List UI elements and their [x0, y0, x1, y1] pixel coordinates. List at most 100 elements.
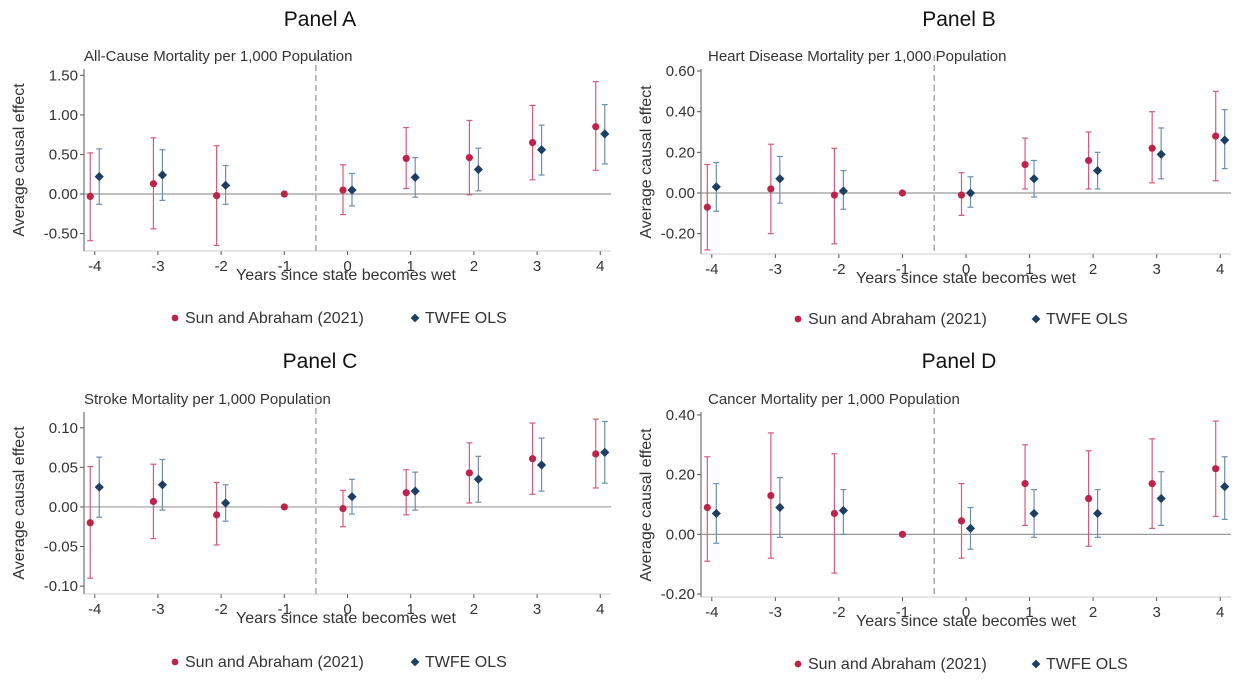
twfe-ols-point [1029, 508, 1039, 519]
twfe-ols-point [347, 492, 357, 502]
x-tick-label: -3 [151, 258, 164, 275]
x-tick-label: 3 [1152, 604, 1160, 621]
x-tick-label: 1 [407, 258, 415, 275]
legend-sun-abraham-label: Sun and Abraham (2021) [808, 311, 987, 328]
x-tick-label: -4 [88, 601, 101, 618]
legend-sun-abraham-label: Sun and Abraham (2021) [808, 656, 987, 673]
sun-abraham-point [465, 469, 473, 477]
x-tick-label: -2 [832, 261, 845, 278]
legend-twfe-marker [410, 657, 420, 667]
x-axis-label: Years since state becomes wet [236, 267, 457, 284]
x-tick-label: 2 [470, 601, 478, 618]
x-tick-label: -1 [896, 261, 909, 278]
x-tick-label: 4 [596, 258, 604, 275]
legend-sun-abraham-label: Sun and Abraham (2021) [185, 310, 364, 327]
x-tick-label: -3 [769, 261, 782, 278]
x-tick-label: 2 [1089, 604, 1097, 621]
sun-abraham-point [830, 191, 839, 199]
sun-abraham-point [703, 203, 711, 211]
y-tick-label: 0.50 [49, 146, 78, 163]
twfe-ols-point [410, 172, 420, 183]
panel-d: Panel D Cancer Mortality per 1,000 Popula… [638, 350, 1231, 673]
legend-sun-abraham-marker [794, 315, 802, 323]
x-tick-label: 0 [962, 604, 970, 621]
twfe-ols-point [1156, 493, 1166, 504]
x-tick-label: -2 [832, 604, 845, 621]
sun-abraham-point [767, 491, 775, 500]
twfe-ols-point [1220, 481, 1230, 492]
panel-a: Panel A All-Cause Mortality per 1,000 Pop… [11, 8, 611, 327]
legend-sun-abraham-marker [171, 658, 179, 666]
twfe-ols-point [775, 502, 785, 513]
twfe-ols-point [1220, 135, 1230, 145]
legend-twfe-label: TWFE OLS [425, 310, 507, 327]
panel-label: Panel C [283, 350, 358, 373]
x-tick-label: 4 [1216, 604, 1224, 621]
x-tick-label: -4 [88, 258, 101, 275]
twfe-ols-point [1092, 166, 1103, 176]
x-tick-label: -4 [705, 261, 718, 278]
x-tick-label: -2 [214, 258, 227, 275]
twfe-ols-point [536, 460, 547, 470]
y-tick-label: 0.40 [666, 104, 695, 121]
x-tick-label: 0 [962, 261, 970, 278]
y-tick-label: 0.60 [666, 63, 695, 80]
x-tick-label: -2 [214, 601, 227, 618]
panel-title: Heart Disease Mortality per 1,000 Popula… [708, 48, 1007, 65]
x-tick-label: 3 [533, 601, 541, 618]
twfe-ols-point [711, 508, 721, 519]
sun-abraham-point [1148, 480, 1156, 488]
x-axis-label: Years since state becomes wet [856, 613, 1077, 630]
twfe-ols-point [838, 505, 849, 516]
panel-c: Panel C Stroke Mortality per 1,000 Popula… [11, 350, 611, 671]
x-tick-label: 4 [1216, 261, 1224, 278]
legend-twfe-marker [1031, 314, 1041, 324]
sun-abraham-point [898, 189, 907, 197]
y-tick-label: 1.00 [49, 107, 78, 124]
y-tick-label: 0.40 [666, 407, 695, 424]
y-axis-label: Average causal effect [11, 426, 28, 580]
sun-abraham-point [402, 489, 410, 497]
x-tick-label: 1 [1025, 604, 1033, 621]
sun-abraham-point [1021, 480, 1029, 488]
sun-abraham-point [1021, 160, 1029, 169]
sun-abraham-point [280, 503, 288, 511]
y-tick-label: 0.00 [49, 499, 78, 516]
legend-sun-abraham-marker [794, 660, 802, 668]
legend: Sun and Abraham (2021) TWFE OLS [794, 311, 1128, 328]
twfe-ols-point [347, 185, 357, 195]
sun-abraham-point [1212, 132, 1220, 140]
y-tick-label: 0.05 [49, 459, 78, 476]
sun-abraham-point [149, 497, 158, 506]
sun-abraham-point [767, 185, 775, 193]
panel-label: Panel D [922, 350, 997, 373]
twfe-ols-point [838, 186, 849, 196]
panel-b: Panel B Heart Disease Mortality per 1,000… [638, 8, 1231, 328]
legend-sun-abraham-marker [171, 314, 179, 322]
y-tick-label: -0.20 [661, 586, 695, 603]
twfe-ols-point [94, 172, 104, 182]
x-axis-label: Years since state becomes wet [856, 270, 1077, 287]
panel-title: Stroke Mortality per 1,000 Population [84, 391, 331, 408]
y-axis-label: Average causal effect [11, 83, 28, 237]
sun-abraham-point [1148, 144, 1156, 152]
sun-abraham-point [402, 154, 410, 163]
sun-abraham-point [592, 123, 600, 131]
twfe-ols-point [1156, 149, 1166, 159]
x-tick-label: 1 [407, 601, 415, 618]
twfe-ols-point [600, 129, 610, 139]
y-tick-label: 0.10 [49, 420, 78, 437]
sun-abraham-point [213, 511, 221, 519]
y-tick-label: 0.00 [49, 186, 78, 203]
sun-abraham-point [703, 503, 711, 512]
sun-abraham-point [1084, 494, 1093, 503]
legend-twfe-label: TWFE OLS [1046, 311, 1128, 328]
twfe-ols-point [157, 480, 168, 490]
panel-label: Panel A [284, 8, 356, 31]
x-tick-label: 2 [470, 258, 478, 275]
sun-abraham-point [339, 186, 347, 194]
x-tick-label: 2 [1089, 261, 1097, 278]
y-tick-label: 0.00 [666, 185, 695, 202]
sun-abraham-point [1212, 465, 1220, 473]
